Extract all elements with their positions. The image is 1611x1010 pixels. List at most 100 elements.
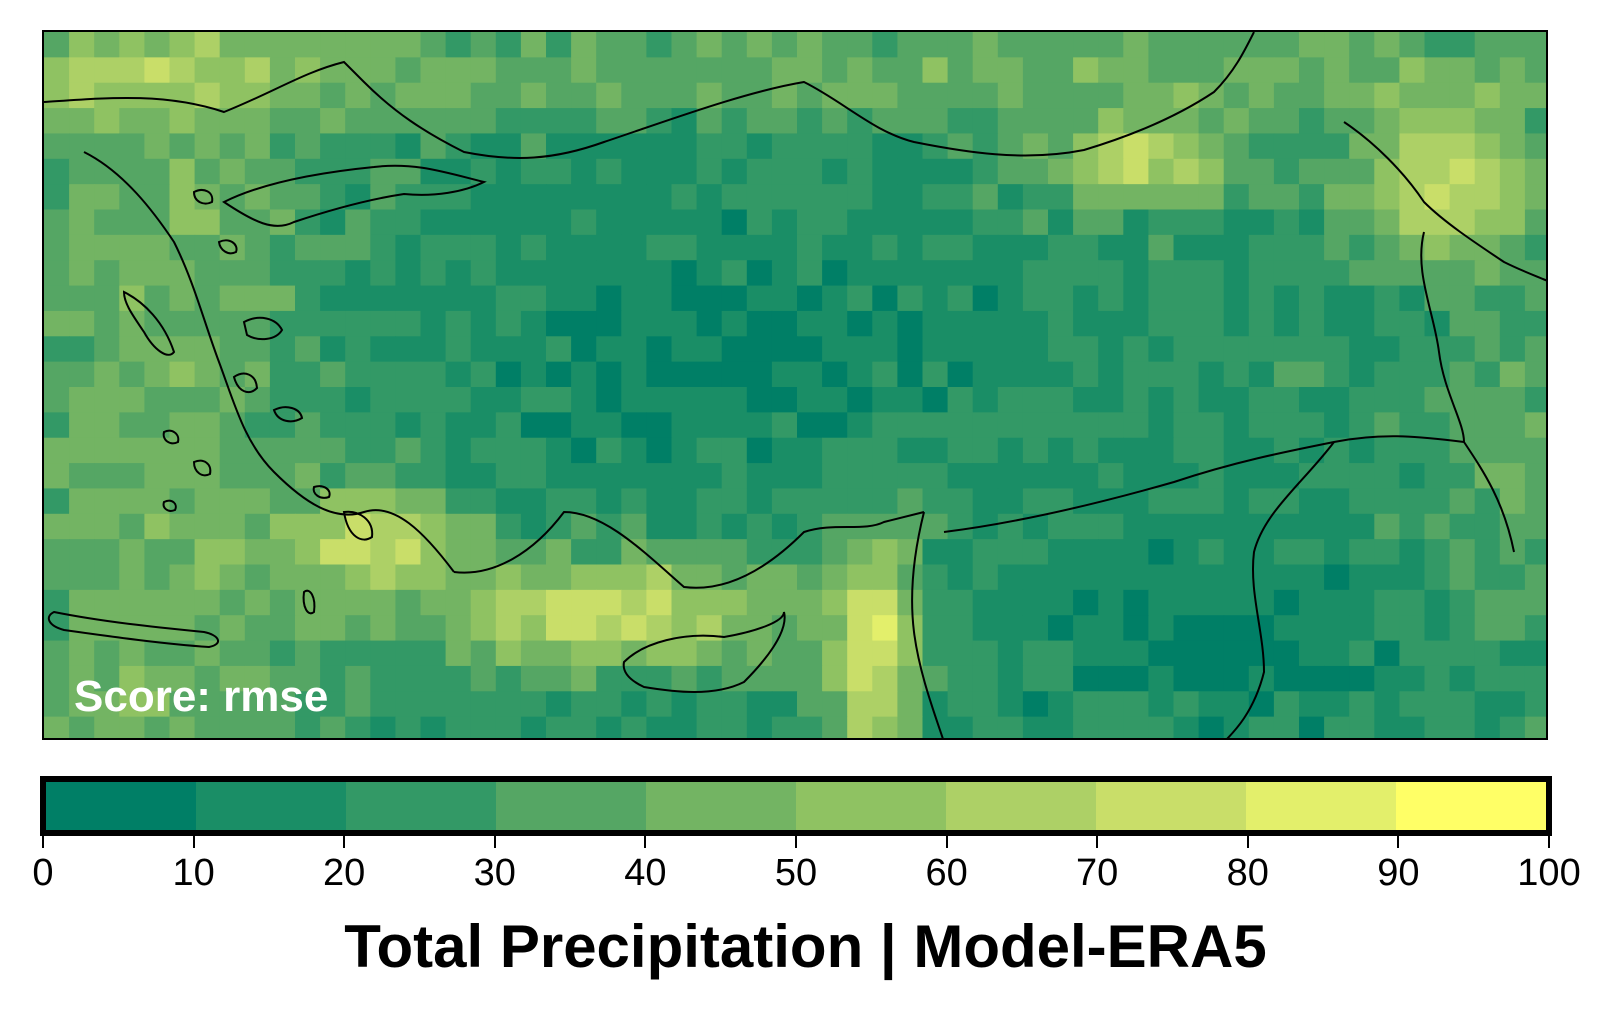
- raster-cell: [721, 412, 748, 439]
- raster-cell: [1449, 539, 1476, 566]
- raster-cell: [721, 32, 748, 58]
- raster-cell: [746, 184, 773, 211]
- raster-cell: [1148, 184, 1175, 211]
- raster-cell: [1449, 589, 1476, 616]
- raster-cell: [320, 361, 346, 388]
- raster-cell: [470, 387, 497, 413]
- raster-cell: [1474, 615, 1501, 642]
- colorbar-tick: [644, 836, 647, 848]
- raster-cell: [822, 488, 848, 515]
- raster-cell: [721, 133, 748, 160]
- raster-cell: [1223, 665, 1250, 692]
- raster-cell: [1048, 361, 1074, 388]
- raster-cell: [194, 488, 221, 515]
- raster-cell: [94, 260, 120, 287]
- raster-cell: [520, 32, 547, 58]
- raster-cell: [1022, 209, 1049, 236]
- raster-cell: [822, 539, 848, 566]
- raster-cell: [822, 387, 848, 413]
- raster-cell: [169, 209, 196, 236]
- raster-cell: [746, 336, 773, 363]
- raster-cell: [922, 412, 949, 439]
- raster-cell: [546, 691, 572, 718]
- raster-cell: [269, 412, 296, 439]
- raster-cell: [44, 589, 70, 616]
- raster-cell: [445, 564, 472, 591]
- raster-cell: [1324, 108, 1350, 135]
- raster-cell: [1349, 336, 1375, 363]
- raster-cell: [1424, 387, 1451, 413]
- raster-cell: [495, 260, 522, 287]
- raster-cell: [1073, 437, 1099, 464]
- colorbar-tick-label: 0: [32, 852, 54, 894]
- raster-cell: [269, 260, 296, 287]
- raster-cell: [1223, 691, 1250, 718]
- raster-cell: [194, 310, 221, 337]
- marmara-coastline: [222, 164, 487, 227]
- raster-cell: [571, 82, 597, 109]
- raster-cell: [395, 209, 422, 236]
- raster-cell: [1399, 665, 1426, 692]
- raster-cell: [822, 412, 848, 439]
- raster-cell: [1474, 412, 1501, 439]
- raster-cell: [470, 665, 497, 692]
- raster-cell: [847, 437, 873, 464]
- raster-cell: [495, 184, 522, 211]
- raster-cell: [320, 513, 346, 540]
- raster-cell: [445, 310, 472, 337]
- raster-cell: [244, 108, 271, 135]
- raster-cell: [1299, 234, 1325, 261]
- raster-cell: [69, 437, 95, 464]
- raster-cell: [1198, 336, 1225, 363]
- raster-cell: [721, 716, 748, 738]
- raster-cell: [1148, 285, 1175, 312]
- raster-cell: [470, 285, 497, 312]
- raster-cell: [897, 361, 924, 388]
- raster-cell: [495, 57, 522, 84]
- raster-cell: [495, 665, 522, 692]
- coastlines: [44, 32, 1546, 738]
- raster-cell: [1449, 640, 1476, 667]
- raster-cell: [320, 463, 346, 490]
- raster-cell: [370, 539, 396, 566]
- raster-cell: [997, 615, 1024, 642]
- raster-cell: [696, 108, 723, 135]
- raster-cell: [1449, 133, 1476, 160]
- raster-cell: [947, 108, 974, 135]
- raster-cell: [1524, 310, 1546, 337]
- raster-cell: [169, 564, 196, 591]
- raster-cell: [771, 691, 798, 718]
- raster-cell: [546, 640, 572, 667]
- raster-cell: [44, 158, 70, 185]
- raster-cell: [922, 387, 949, 413]
- raster-cell: [646, 463, 673, 490]
- raster-cell: [746, 260, 773, 287]
- raster-cell: [144, 437, 171, 464]
- raster-cell: [370, 310, 396, 337]
- raster-cell: [571, 361, 597, 388]
- raster-cell: [696, 640, 723, 667]
- raster-cell: [897, 184, 924, 211]
- raster-cell: [972, 716, 999, 738]
- raster-cell: [1399, 412, 1426, 439]
- raster-cell: [922, 108, 949, 135]
- raster-cell: [571, 691, 597, 718]
- raster-cell: [797, 437, 823, 464]
- raster-cell: [119, 260, 145, 287]
- raster-cell: [972, 361, 999, 388]
- raster-cell: [395, 640, 422, 667]
- raster-cell: [370, 209, 396, 236]
- raster-cell: [69, 361, 95, 388]
- raster-cell: [1374, 463, 1400, 490]
- raster-cell: [1424, 691, 1451, 718]
- raster-cell: [520, 387, 547, 413]
- raster-cell: [269, 310, 296, 337]
- raster-cell: [269, 513, 296, 540]
- raster-cell: [1048, 57, 1074, 84]
- raster-cell: [646, 387, 673, 413]
- raster-cell: [1499, 57, 1526, 84]
- raster-cell: [194, 361, 221, 388]
- raster-cell: [1349, 488, 1375, 515]
- raster-cell: [1524, 133, 1546, 160]
- raster-cell: [696, 437, 723, 464]
